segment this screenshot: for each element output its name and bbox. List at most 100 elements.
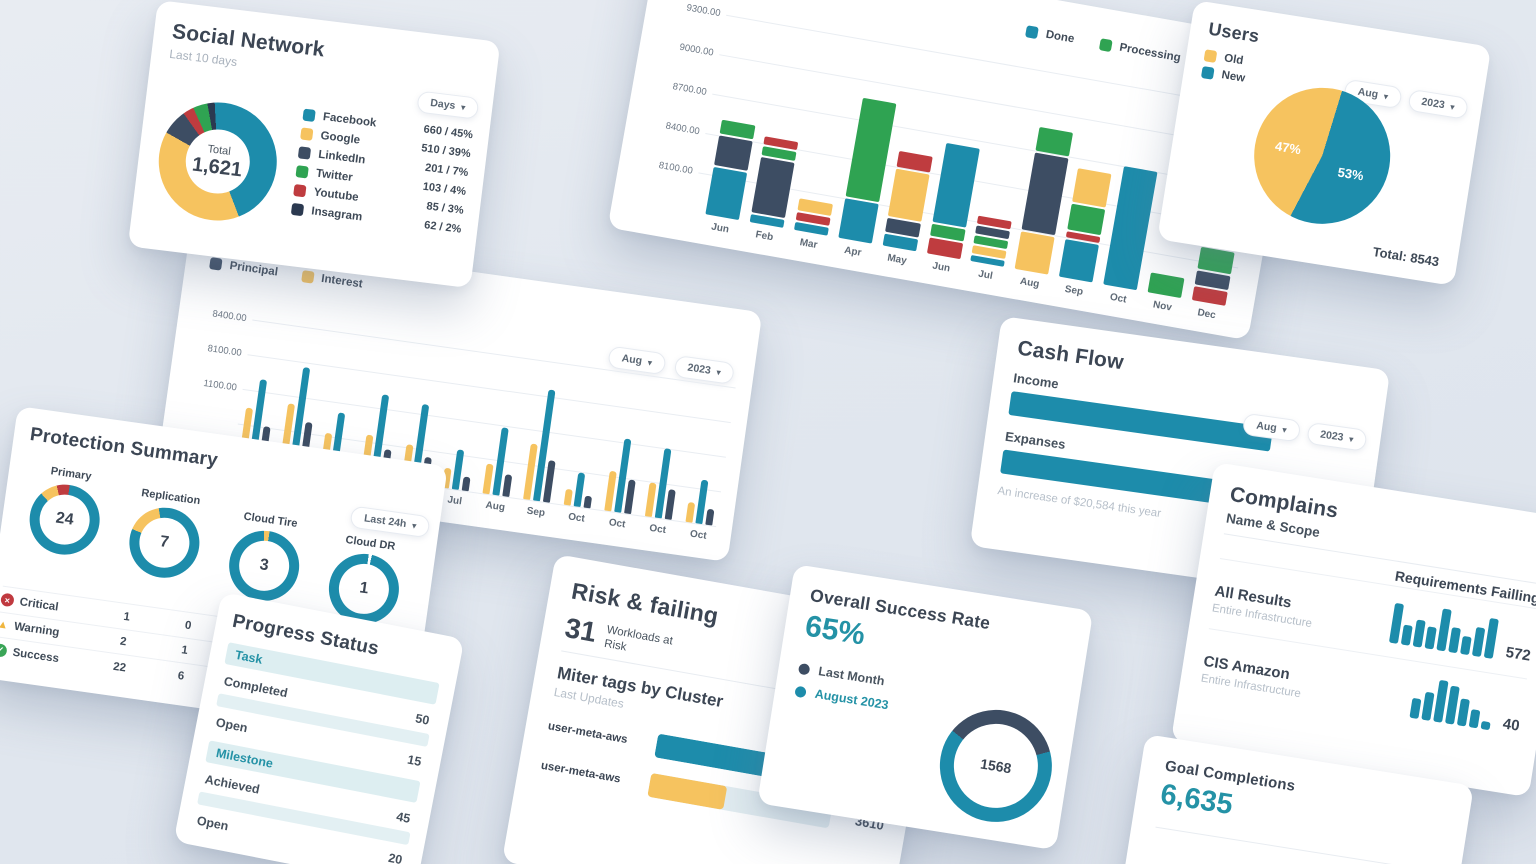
stacked-bar-feb: Feb (749, 136, 799, 243)
x-axis-label: Oct (608, 517, 627, 531)
risk-row-label: user-meta-aws (540, 759, 622, 786)
mini-bar (1480, 720, 1491, 731)
x-axis-label: Jul (446, 494, 463, 508)
legend-value: 85 / 3% (425, 200, 465, 217)
bar-principal (624, 479, 636, 515)
gauge-donut-chart: 7 (124, 503, 204, 583)
bar-segment-yellow (887, 168, 930, 222)
stacked-bar-may: May (882, 150, 933, 267)
bar-principal (502, 474, 513, 498)
risk-row-label: user-meta-aws (546, 720, 629, 746)
x-axis-label: Jun (931, 260, 951, 275)
legend-color-chip (300, 127, 314, 141)
stacked-bar-oct: Oct (1103, 166, 1158, 306)
bar-segment-green (1147, 272, 1185, 299)
bar-interest (563, 488, 573, 506)
gauge-label: Cloud DR (344, 533, 396, 553)
protection-row-label: ✓ Success (0, 643, 90, 669)
legend-dot (794, 685, 807, 698)
protection-cell: 2 (119, 635, 128, 649)
bar-segment-yellow (1014, 231, 1055, 275)
y-axis-label: 8700.00 (671, 81, 708, 98)
bar-segment-green (1067, 203, 1106, 236)
gauge-primary: Primary 24 (12, 462, 115, 587)
bar-segment-slate (1021, 152, 1069, 236)
risk-bar-fill (647, 772, 728, 810)
mini-bar (1483, 617, 1499, 659)
bar-segment-teal (705, 166, 748, 221)
y-axis-label: 8100.00 (657, 159, 694, 177)
x-axis-label: Aug (484, 499, 506, 514)
gauge-label: Replication (140, 487, 201, 508)
social-legend: Facebook 660 / 45% Google 510 / 39% LinkedIn… (290, 108, 474, 236)
success-legend-label: Last Month (817, 664, 886, 689)
success-rate-card: Overall Success Rate 65% Last Month Augus… (757, 564, 1094, 851)
bar-principal (705, 508, 715, 526)
complains-row-name-block: CIS Amazon Entire Infrastructure (1200, 653, 1305, 700)
dropdown-label: Last 24h (363, 512, 408, 531)
critical-icon: × (0, 592, 15, 608)
x-axis-label: May (886, 252, 908, 267)
x-axis-label: Oct (648, 522, 667, 537)
mini-bar (1459, 635, 1472, 656)
legend-color-chip (290, 202, 305, 217)
progress-status-card: Progress Status Task Completed 50 Open 15 Mil… (173, 592, 465, 864)
stacked-bar-sep: Sep (1059, 168, 1112, 298)
dropdown-label: 2023 (686, 361, 712, 377)
users-total: Total: 8543 (1371, 244, 1441, 270)
users-pie-label-new: 53% (1336, 164, 1365, 184)
bar-group-sep-7: Sep (523, 388, 567, 519)
dropdown-label: 2023 (1319, 428, 1345, 444)
gauge-center-value: 7 (136, 514, 193, 571)
y-axis-label: 1100.00 (202, 377, 238, 394)
bar-group-oct-11: Oct (685, 478, 720, 542)
complains-row-chart-block: 572 (1388, 599, 1536, 665)
gauge-donut-chart: 24 (25, 480, 105, 560)
dropdown-label: Aug (620, 352, 643, 368)
protection-cell: 6 (177, 669, 186, 683)
complains-mini-bar-chart (1388, 599, 1500, 659)
bar-segment-teal (1059, 239, 1100, 283)
protection-row-text: Warning (13, 620, 61, 639)
chevron-down-icon: ▾ (411, 520, 417, 531)
social-total-value: 1,621 (190, 152, 244, 181)
bar-segment-teal (932, 142, 980, 228)
bar-segment-slate (714, 135, 753, 171)
x-axis-label: Jun (710, 221, 730, 236)
chevron-down-icon: ▾ (1281, 424, 1288, 435)
gauge-label: Primary (49, 465, 93, 483)
social-network-card: Social Network Last 10 days Days ▾ Total … (127, 0, 501, 289)
mini-bar (1471, 626, 1486, 657)
complains-row-value: 572 (1504, 643, 1532, 665)
stacked-bar-nov: Nov (1147, 272, 1185, 314)
progress-row-value: 15 (406, 752, 423, 770)
legend-color-chip (293, 184, 307, 198)
gauge-center-value: 3 (235, 537, 293, 595)
legend-dot (797, 662, 811, 676)
x-axis-label: Mar (798, 237, 819, 252)
mini-bar (1468, 709, 1481, 729)
legend-label: Google (319, 129, 361, 147)
chevron-down-icon: ▾ (1383, 91, 1389, 101)
dropdown-label: Days (429, 97, 457, 112)
mini-bar (1424, 626, 1437, 650)
success-center-value: 1568 (979, 755, 1013, 777)
dropdown-label: 2023 (1420, 95, 1446, 112)
bar-segment-green (845, 97, 897, 203)
x-axis-label: Sep (1063, 283, 1084, 298)
chevron-down-icon: ▾ (460, 102, 466, 112)
x-axis-label: Sep (525, 505, 546, 520)
chevron-down-icon: ▾ (1449, 101, 1456, 112)
legend-item-processing: Processing (1098, 38, 1182, 64)
risk-stat-value: 31 (562, 611, 599, 648)
x-axis-label: Dec (1196, 307, 1217, 322)
legend-color-chip (209, 257, 223, 271)
legend-color-chip (302, 108, 316, 122)
legend-value: 103 / 4% (422, 180, 467, 198)
legend-label: Old (1223, 52, 1245, 68)
users-pie-label-old: 47% (1273, 138, 1303, 158)
bar-group-jul-5: Jul (441, 448, 476, 507)
legend-label: Youtube (312, 186, 360, 204)
gauge-replication: Replication 7 (113, 485, 215, 601)
gauge-value: 1 (358, 579, 370, 598)
